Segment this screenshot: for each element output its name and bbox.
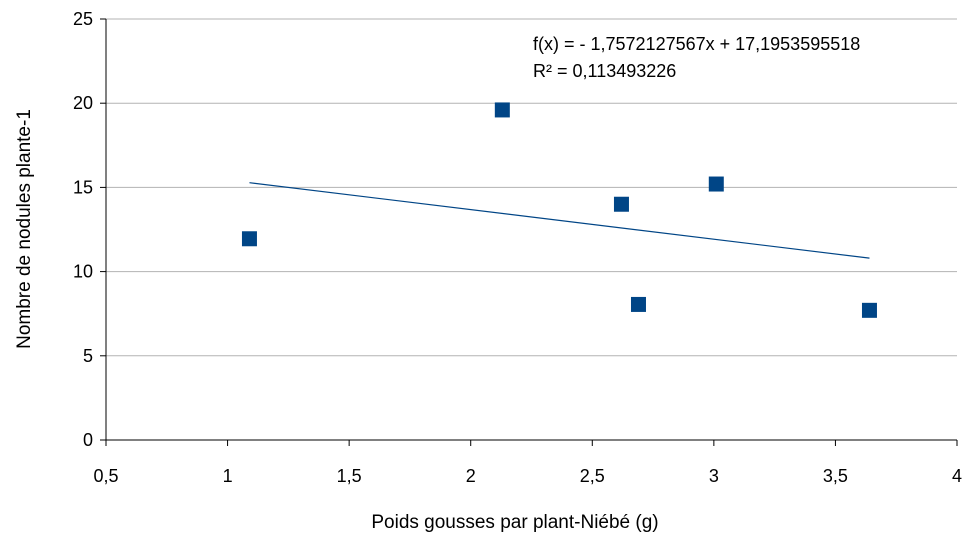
data-point-0-1	[494, 102, 510, 118]
x-tick-label-3: 2	[466, 466, 476, 486]
x-tick-label-1: 1	[223, 466, 233, 486]
x-tick-label-4: 2,5	[580, 466, 605, 486]
y-tick-label-0: 0	[83, 430, 93, 450]
y-tick-label-2: 10	[73, 262, 93, 282]
data-point-0-3	[630, 296, 646, 312]
y-tick-label-4: 20	[73, 93, 93, 113]
trendline-group	[249, 182, 870, 259]
trendline	[249, 182, 870, 259]
y-axis-label: Nombre de nodules plante-1	[14, 109, 35, 349]
r-squared-label: R² = 0,113493226	[533, 61, 676, 81]
data-point-0-5	[861, 302, 877, 318]
gridlines	[106, 18, 957, 357]
x-tick-label-0: 0,5	[93, 466, 118, 486]
tick-labels: 0 5 10 15 20 25 0,5 1 1,5 2 2,5 3 3,5 4	[73, 9, 962, 486]
y-tick-label-1: 5	[83, 346, 93, 366]
y-tick-label-3: 15	[73, 177, 93, 197]
x-axis-label: Poids gousses par plant-Niébé (g)	[371, 512, 658, 533]
data-points	[241, 102, 877, 318]
x-tick-label-5: 3	[709, 466, 719, 486]
data-point-0-4	[708, 176, 724, 192]
y-tick-label-5: 25	[73, 9, 93, 29]
x-tick-label-2: 1,5	[337, 466, 362, 486]
data-point-0-0	[241, 231, 257, 247]
trendline-equation: f(x) = - 1,7572127567x + 17,1953595518	[533, 34, 860, 54]
data-point-0-2	[613, 196, 629, 212]
x-tick-label-6: 3,5	[823, 466, 848, 486]
x-tick-label-7: 4	[952, 466, 962, 486]
axes	[100, 18, 958, 446]
